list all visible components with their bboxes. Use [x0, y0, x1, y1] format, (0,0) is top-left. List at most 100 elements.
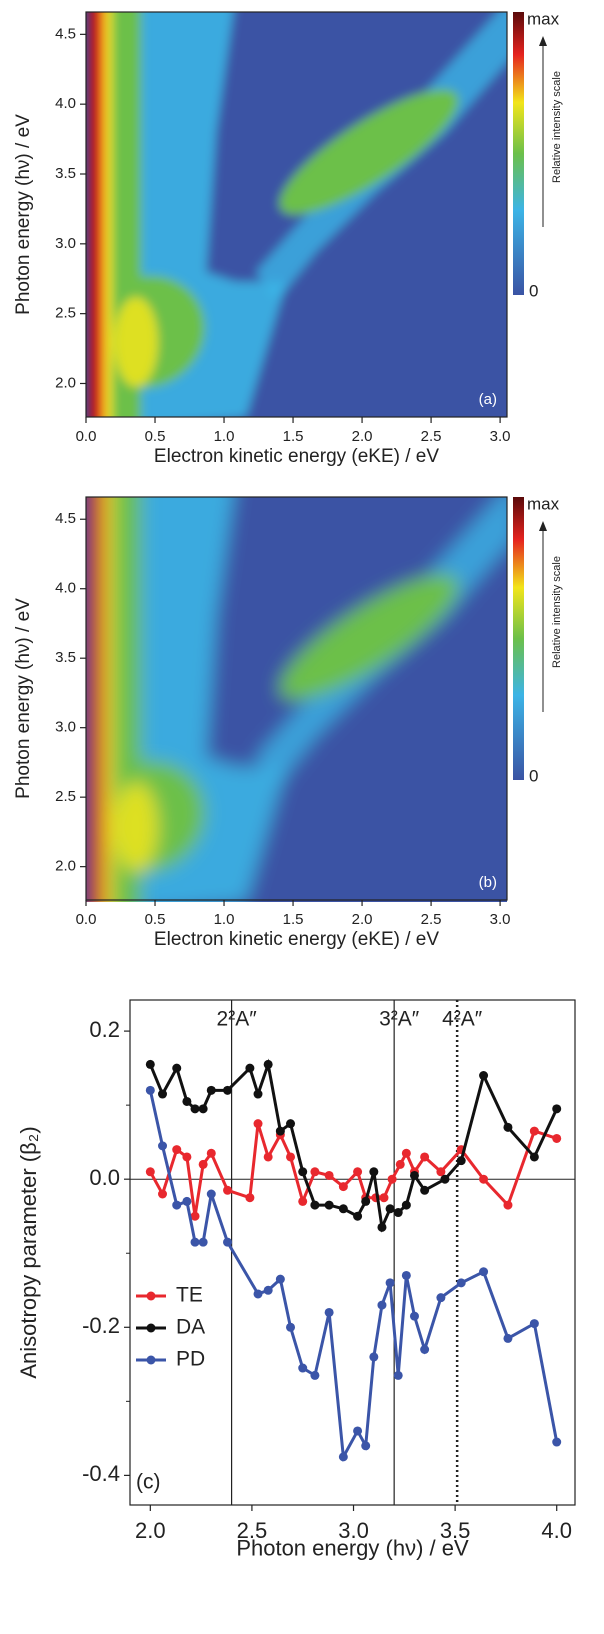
series-point — [503, 1200, 513, 1210]
series-point — [263, 1059, 273, 1069]
series-point — [182, 1096, 192, 1106]
series-point — [190, 1104, 200, 1114]
x-tick-label: 2.5 — [237, 1518, 268, 1543]
series-point — [286, 1152, 296, 1162]
series-point — [420, 1345, 430, 1355]
series-point — [172, 1063, 182, 1073]
series-point — [324, 1170, 334, 1180]
series-point — [529, 1152, 539, 1162]
series-point — [503, 1122, 513, 1132]
series-point — [206, 1189, 216, 1199]
series-point — [353, 1211, 363, 1221]
axes-layer: 0.0 0.5 1.0 1.5 2.0 2.5 3.0 2.0 2.5 3.0 3.5 4.0 4.5 E… — [13, 9, 576, 1561]
series-point — [275, 1126, 285, 1136]
series-point — [198, 1237, 208, 1247]
x-axis-label: Electron kinetic energy (eKE) / eV — [154, 446, 439, 467]
series-point — [529, 1319, 539, 1329]
legend-swatch-point — [146, 1291, 156, 1301]
colorbar-min-label: 0 — [529, 281, 538, 300]
series-point — [479, 1174, 489, 1184]
series-point — [361, 1441, 371, 1451]
series-point — [409, 1170, 419, 1180]
state-label: 4²A″ — [442, 1008, 483, 1031]
y-tick-label: 0.0 — [89, 1165, 120, 1190]
series-point — [479, 1267, 489, 1277]
series-point — [324, 1200, 334, 1210]
series-point — [298, 1363, 308, 1373]
x-tick-label: 0.5 — [145, 911, 166, 928]
series-point — [456, 1278, 466, 1288]
y-tick-label: 4.0 — [55, 95, 76, 112]
series-point — [310, 1167, 320, 1177]
series-point — [190, 1237, 200, 1247]
series-point — [145, 1167, 155, 1177]
y-tick-label: -0.2 — [82, 1313, 120, 1338]
series-point — [503, 1333, 513, 1343]
series-point — [275, 1274, 285, 1284]
series-point — [377, 1300, 387, 1310]
series-point — [479, 1071, 489, 1081]
y-tick-label: 3.5 — [55, 165, 76, 182]
series-point — [420, 1185, 430, 1195]
y-tick-label: 2.5 — [55, 788, 76, 805]
series-point — [440, 1174, 450, 1184]
series-point — [338, 1204, 348, 1214]
series-point — [182, 1152, 192, 1162]
series-point — [552, 1104, 562, 1114]
colorbar-max-label: max — [527, 494, 560, 513]
series-point — [401, 1200, 411, 1210]
x-tick-label: 3.0 — [490, 911, 511, 928]
series-point — [377, 1222, 387, 1232]
series-point — [145, 1059, 155, 1069]
x-tick-label: 2.0 — [352, 911, 373, 928]
series-point — [172, 1145, 182, 1155]
x-axis-label: Photon energy (hν) / eV — [236, 1536, 469, 1561]
x-tick-label: 0.0 — [76, 911, 97, 928]
y-tick-label: 3.5 — [55, 649, 76, 666]
y-tick-label: 0.2 — [89, 1017, 120, 1042]
legend-swatch-point — [146, 1355, 156, 1365]
panel-label: (c) — [136, 1471, 161, 1494]
series-point — [253, 1089, 263, 1099]
x-tick-label: 2.0 — [352, 428, 373, 445]
x-tick-label: 1.5 — [283, 911, 304, 928]
series-point — [361, 1196, 371, 1206]
y-tick-label: 4.5 — [55, 25, 76, 42]
series-point — [436, 1293, 446, 1303]
series-point — [436, 1167, 446, 1177]
series-point — [409, 1311, 419, 1321]
legend-swatch-point — [146, 1323, 156, 1333]
x-tick-label: 0.0 — [76, 428, 97, 445]
series-point — [529, 1126, 539, 1136]
series-point — [298, 1196, 308, 1206]
series-point — [263, 1152, 273, 1162]
state-label: 2²A″ — [217, 1008, 258, 1031]
series-point — [385, 1204, 395, 1214]
series-point — [172, 1200, 182, 1210]
series-point — [324, 1307, 334, 1317]
y-tick-label: 4.0 — [55, 580, 76, 597]
plot-frame — [129, 999, 576, 1506]
x-tick-label: 3.0 — [490, 428, 511, 445]
series-point — [420, 1152, 430, 1162]
series-point — [393, 1370, 403, 1380]
panel-label: (b) — [479, 874, 497, 891]
series-point — [245, 1063, 255, 1073]
x-tick-label: 2.0 — [135, 1518, 166, 1543]
series-point — [223, 1185, 233, 1195]
series-point — [190, 1211, 200, 1221]
series-point — [145, 1085, 155, 1095]
state-label: 3²A″ — [379, 1008, 420, 1031]
series-point — [298, 1167, 308, 1177]
colorbar-label: Relative intensity scale — [551, 71, 563, 183]
series-point — [338, 1182, 348, 1192]
series-point — [206, 1085, 216, 1095]
colorbar — [513, 497, 524, 780]
series-point — [401, 1148, 411, 1158]
x-tick-label: 1.5 — [283, 428, 304, 445]
series-point — [253, 1289, 263, 1299]
series-point — [369, 1167, 379, 1177]
colorbar-max-label: max — [527, 9, 560, 28]
y-tick-label: 2.0 — [55, 374, 76, 391]
x-tick-label: 2.5 — [421, 911, 442, 928]
